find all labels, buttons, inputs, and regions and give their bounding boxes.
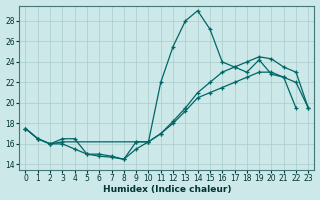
X-axis label: Humidex (Indice chaleur): Humidex (Indice chaleur) <box>103 185 231 194</box>
